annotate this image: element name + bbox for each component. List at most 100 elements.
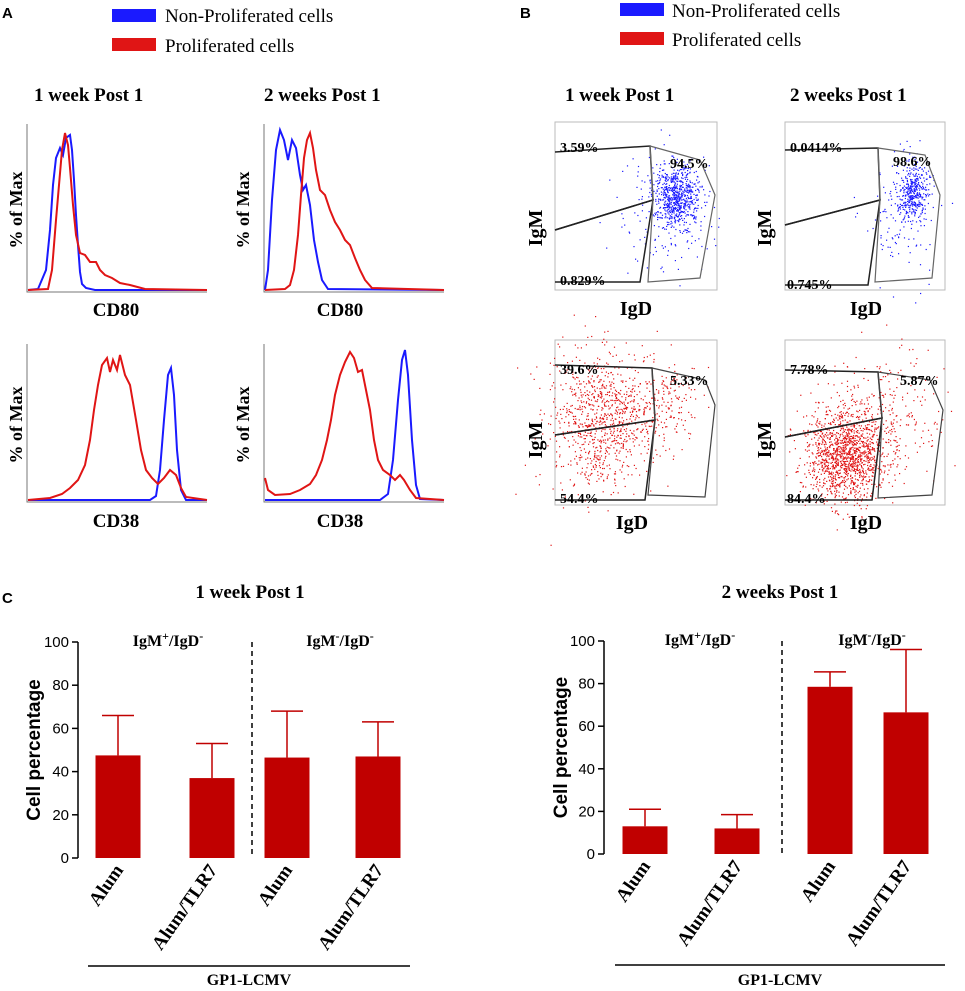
flow-dot <box>877 467 879 469</box>
flow-dot <box>921 210 923 212</box>
flow-dot <box>823 440 825 442</box>
flow-dot <box>872 448 874 450</box>
flow-dot <box>887 453 889 455</box>
flow-dot <box>606 341 608 343</box>
flow-dot <box>581 406 584 408</box>
flow-dot <box>888 381 890 383</box>
flow-dot <box>683 221 686 223</box>
flow-dot <box>583 401 585 403</box>
flow-dot <box>916 185 919 187</box>
flow-dot <box>623 461 625 463</box>
flow-dot <box>846 473 848 476</box>
flow-dot <box>835 442 837 444</box>
flow-dot <box>678 412 680 414</box>
flow-dot <box>677 216 679 218</box>
flow-dot <box>840 467 842 469</box>
flow-dot <box>562 431 564 433</box>
flow-dot <box>633 464 635 466</box>
flow-dot <box>911 415 913 417</box>
flow-dot <box>667 188 669 190</box>
flow-dot <box>826 480 828 482</box>
flow-dot <box>821 458 823 461</box>
flow-dot <box>849 451 851 453</box>
flow-dot <box>910 180 912 182</box>
flow-dot <box>863 451 865 453</box>
flow-dot <box>826 451 828 453</box>
flow-dot <box>929 194 931 196</box>
flow-dot <box>693 193 695 195</box>
flow-dot <box>821 461 823 464</box>
flow-dot <box>689 206 691 208</box>
flow-dot <box>543 413 545 415</box>
flow-dot <box>856 435 858 437</box>
flow-dot <box>820 431 822 433</box>
flow-dot <box>837 483 839 486</box>
flow-dot <box>677 196 680 198</box>
flow-dot <box>825 449 827 451</box>
flow-dot <box>664 192 666 194</box>
flow-dot <box>579 459 581 461</box>
flow-dot <box>858 490 861 492</box>
flow-dot <box>636 186 638 188</box>
y-tick-label: 20 <box>52 807 69 824</box>
flow-dot <box>659 206 662 208</box>
flow-dot <box>919 166 921 169</box>
flow-dot <box>846 390 849 392</box>
flow-dot <box>636 394 638 396</box>
flow-dot <box>670 181 672 183</box>
flow-dot <box>835 494 837 497</box>
flow-dot <box>846 380 849 382</box>
flow-dot <box>908 172 910 175</box>
flow-dot <box>850 483 852 485</box>
flow-dot <box>708 195 710 197</box>
flow-dot <box>799 481 801 484</box>
flow-dot <box>678 214 680 216</box>
flow-dot <box>883 456 885 458</box>
flow-dot <box>859 409 861 411</box>
flow-dot <box>853 424 855 426</box>
flow-dot <box>919 189 921 191</box>
flow-dot <box>660 421 662 423</box>
flow-dot <box>851 405 853 407</box>
flow-dot <box>904 188 906 190</box>
flow-dot <box>821 469 823 471</box>
flow-dot <box>865 480 867 482</box>
flow-dot <box>648 401 650 404</box>
flow-dot <box>683 204 685 206</box>
flow-dot <box>574 378 576 380</box>
flow-dot <box>908 196 910 198</box>
flow-dot <box>918 173 920 175</box>
flow-dot <box>892 425 894 427</box>
flow-dot <box>915 203 917 205</box>
flow-dot <box>829 452 832 455</box>
flow-dot <box>619 431 621 433</box>
flow-dot <box>869 479 871 481</box>
flow-dot <box>634 370 636 372</box>
flow-dot <box>855 449 857 451</box>
flow-dot <box>615 397 618 399</box>
flow-dot <box>645 407 647 409</box>
flow-dot <box>677 220 679 222</box>
flow-dot <box>664 188 666 190</box>
flow-dot <box>852 458 854 460</box>
flow-dot <box>908 190 910 192</box>
flow-dot <box>887 473 889 476</box>
flow-dot <box>846 444 848 446</box>
flow-dot <box>870 438 873 440</box>
flow-dot <box>832 457 834 459</box>
flow-dot <box>549 389 551 391</box>
flow-dot <box>655 198 657 201</box>
flow-dot <box>617 435 619 437</box>
flow-dot <box>595 423 597 425</box>
flow-dot <box>839 451 841 453</box>
flow-dot <box>888 199 890 201</box>
flow-dot <box>930 434 932 436</box>
flow-dot <box>852 487 854 489</box>
flow-dot <box>852 456 855 458</box>
flow-dot <box>589 370 591 372</box>
flow-dot <box>681 202 683 205</box>
flow-dot <box>836 447 838 449</box>
flow-dot <box>583 438 585 440</box>
flow-dot <box>858 432 860 434</box>
flow-dot <box>678 191 680 193</box>
